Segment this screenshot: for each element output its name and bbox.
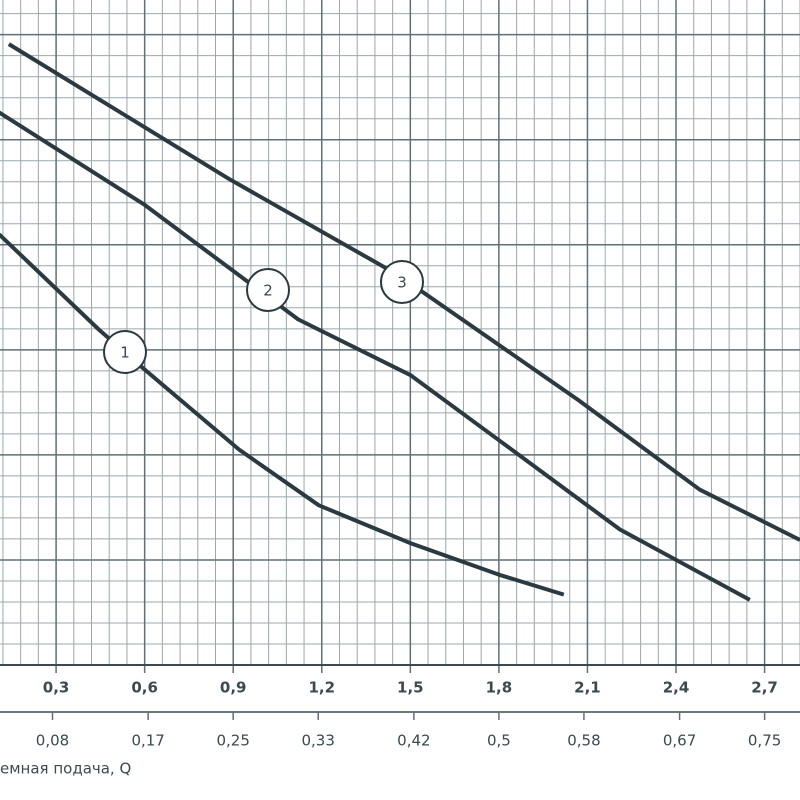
x-tick-label: 2,1: [574, 679, 601, 697]
x-tick-label: 0,6: [131, 679, 158, 697]
x2-tick-label: 0,42: [397, 732, 430, 750]
x-tick-label: 2,7: [751, 679, 778, 697]
x-tick-label: 1,5: [397, 679, 424, 697]
x-axis-label: емная подача, Q: [0, 760, 131, 778]
x2-tick-label: 0,08: [36, 732, 69, 750]
x2-tick-label: 0,5: [487, 732, 511, 750]
curve: [0, 110, 751, 602]
x2-tick-label: 0,67: [663, 732, 696, 750]
x-tick-label: 0,9: [220, 679, 247, 697]
x-tick-label: 1,8: [486, 679, 513, 697]
curve-label-circle: [380, 260, 424, 304]
curve-label-circle: [103, 330, 147, 374]
x-tick-label: 2,4: [663, 679, 690, 697]
x2-tick-label: 0,33: [302, 732, 335, 750]
curve: [7, 42, 800, 542]
x2-tick-label: 0,75: [748, 732, 781, 750]
x-tick-label: 0,3: [43, 679, 70, 697]
curve-label: 3: [397, 274, 407, 292]
curve-label: 2: [263, 282, 273, 300]
x2-tick-label: 0,58: [567, 732, 600, 750]
x2-tick-label: 0,25: [216, 732, 249, 750]
x2-tick-label: 0,17: [131, 732, 164, 750]
curve-label-circle: [246, 268, 290, 312]
curve: [0, 232, 565, 597]
curve-label: 1: [120, 344, 130, 362]
x-tick-label: 1,2: [308, 679, 335, 697]
